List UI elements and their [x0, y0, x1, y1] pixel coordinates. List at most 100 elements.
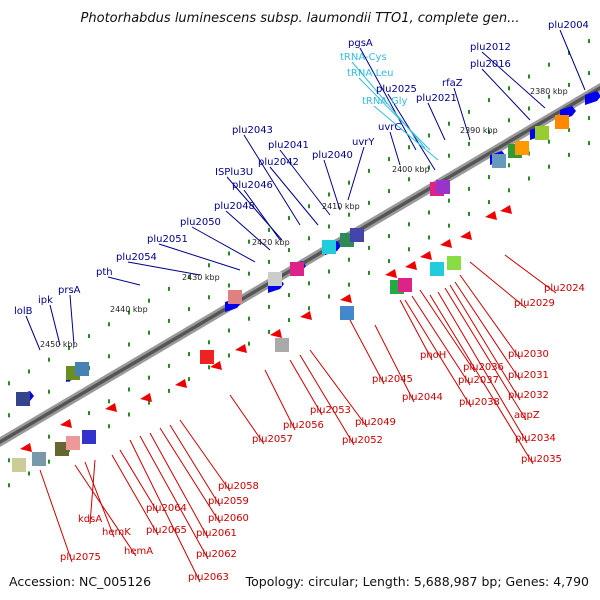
gene-label[interactable]: plu2042	[258, 157, 299, 168]
gene-label[interactable]: plu2016	[470, 59, 511, 70]
gene-leader-line	[459, 274, 521, 360]
gene-label[interactable]: plu2059	[208, 496, 249, 507]
feature-block	[16, 392, 30, 406]
tick-dot	[468, 109, 470, 114]
gene-label[interactable]: ISPlu3U	[215, 167, 253, 178]
gene-leader-line	[179, 419, 231, 492]
gene-label[interactable]: plu2036	[463, 362, 504, 373]
gene-label[interactable]: hemK	[102, 527, 131, 538]
kbp-label: 2430 kbp	[182, 273, 220, 282]
gene-label[interactable]: plu2046	[232, 180, 273, 191]
gene-label[interactable]: plu2041	[268, 140, 309, 151]
tick-dot	[328, 224, 330, 229]
tick-dot	[468, 186, 470, 191]
reverse-gene-arrow	[420, 251, 432, 260]
gene-label[interactable]: plu2031	[508, 370, 549, 381]
gene-leader-line	[74, 464, 137, 557]
tick-dot	[368, 245, 370, 250]
gene-label[interactable]: tRNA-Cys	[340, 52, 387, 63]
gene-label[interactable]: plu2052	[342, 435, 383, 446]
gene-label[interactable]: plu2021	[416, 93, 457, 104]
gene-label[interactable]: plu2044	[402, 392, 443, 403]
gene-label[interactable]: prsA	[58, 285, 81, 296]
gene-label[interactable]: plu2048	[214, 201, 255, 212]
gene-label[interactable]: plu2032	[508, 390, 549, 401]
gene-label[interactable]: plu2060	[208, 513, 249, 524]
tick-dot	[148, 298, 150, 303]
gene-label[interactable]: aqpZ	[514, 410, 540, 421]
tick-dot	[568, 152, 570, 157]
gene-label[interactable]: plu2050	[180, 217, 221, 228]
gene-label[interactable]: plu2030	[508, 349, 549, 360]
gene-leader-line	[453, 87, 471, 141]
gene-label[interactable]: tRNA-Gly	[362, 96, 407, 107]
gene-label[interactable]: plu2038	[459, 397, 500, 408]
gene-label[interactable]: plu2049	[355, 417, 396, 428]
reverse-gene-arrow	[300, 311, 312, 320]
gene-label[interactable]: plu2057	[252, 434, 293, 445]
gene-label[interactable]: uvrY	[352, 137, 375, 148]
gene-label[interactable]: plu2061	[196, 528, 237, 539]
gene-label[interactable]: plu2035	[521, 454, 562, 465]
tick-dot	[108, 354, 110, 359]
tick-dot	[8, 381, 10, 386]
gene-leader-line	[427, 102, 446, 141]
gene-label[interactable]: plu2064	[146, 503, 187, 514]
tick-dot	[8, 483, 10, 488]
gene-label[interactable]: uvrC	[378, 122, 401, 133]
tick-dot	[168, 318, 170, 323]
tick-dot	[348, 257, 350, 262]
tick-dot	[308, 236, 310, 241]
gene-label[interactable]: plu2034	[515, 433, 556, 444]
gene-label[interactable]: tRNA-Leu	[347, 68, 393, 79]
gene-label[interactable]: plu2062	[196, 549, 237, 560]
tick-dot	[248, 341, 250, 346]
gene-label[interactable]: pgsA	[348, 38, 373, 49]
gene-leader-line	[159, 427, 221, 524]
gene-leader-line	[107, 276, 141, 286]
gene-leader-line	[119, 449, 159, 514]
tick-dot	[8, 458, 10, 463]
tick-dot	[388, 157, 390, 162]
tick-dot	[68, 345, 70, 350]
gene-label[interactable]: plu2065	[146, 525, 187, 536]
gene-label[interactable]: plu2051	[147, 234, 188, 245]
gene-leader-line	[358, 77, 431, 151]
feature-block	[75, 362, 89, 376]
gene-label[interactable]: plu2075	[60, 552, 101, 563]
gene-label[interactable]: plu2029	[514, 298, 555, 309]
gene-label[interactable]: plu2053	[310, 405, 351, 416]
gene-label[interactable]: kdsA	[78, 514, 102, 525]
gene-label[interactable]: plu2024	[544, 283, 585, 294]
tick-dot	[248, 271, 250, 276]
gene-label[interactable]: hemA	[124, 546, 153, 557]
gene-label[interactable]: ipk	[38, 295, 53, 306]
tick-dot	[408, 177, 410, 182]
gene-label[interactable]: plu2012	[470, 42, 511, 53]
gene-label[interactable]: plu2004	[548, 20, 589, 31]
tick-dot	[328, 269, 330, 274]
gene-label[interactable]: plu2045	[372, 374, 413, 385]
gene-label[interactable]: plu2037	[458, 375, 499, 386]
feature-block	[228, 290, 242, 304]
gene-label[interactable]: phoH	[420, 350, 446, 361]
gene-label[interactable]: plu2025	[376, 84, 417, 95]
tick-dot	[108, 424, 110, 429]
reverse-gene-arrow	[340, 294, 352, 303]
kbp-label: 2450 kbp	[40, 340, 78, 349]
gene-label[interactable]: plu2054	[116, 252, 157, 263]
gene-leader-line	[449, 284, 521, 401]
tick-dot	[408, 222, 410, 227]
gene-label[interactable]: pth	[96, 267, 113, 278]
gene-label[interactable]: rfaZ	[442, 78, 463, 89]
tick-dot	[88, 334, 90, 339]
gene-label[interactable]: plu2058	[218, 481, 259, 492]
gene-label[interactable]: plu2063	[188, 572, 229, 583]
gene-label[interactable]: plu2043	[232, 125, 273, 136]
gene-label[interactable]: plu2040	[312, 150, 353, 161]
feature-block	[290, 262, 304, 276]
reverse-gene-arrow	[500, 205, 512, 214]
gene-label[interactable]: lolB	[14, 306, 33, 317]
tick-dot	[588, 141, 590, 146]
gene-label[interactable]: plu2056	[283, 420, 324, 431]
